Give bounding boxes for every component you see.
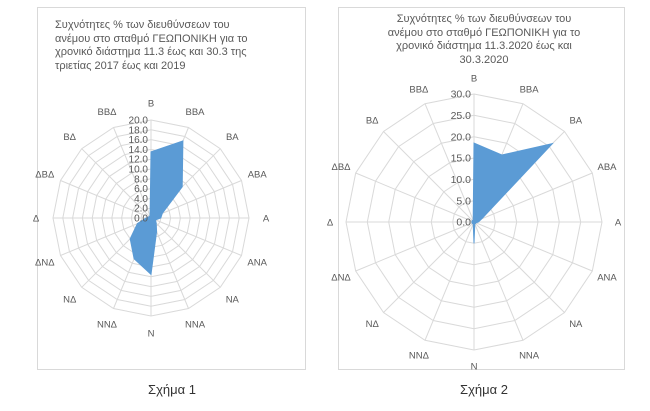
category-label: ΔΝΔ [35,257,55,268]
chart-title-1-line: ανέμου στο σταθμό ΓΕΩΠΟΝΙΚΗ για το [55,32,248,45]
grid-spoke [355,172,475,223]
radial-tick-label: 5.0 [456,195,471,207]
category-label: ΔΒΔ [331,162,351,173]
category-label: Β [471,73,477,84]
category-label: ΒΑ [569,116,582,127]
grid-spoke [424,103,475,223]
category-label: ΝΝΔ [409,350,430,361]
category-label: ΝΔ [366,319,380,330]
grid-spoke [473,172,593,223]
radial-tick-label: 30.0 [451,89,472,101]
grid-spoke [473,221,565,313]
category-label: ΝΑ [569,319,583,330]
radial-tick-label: 2.0 [134,204,148,215]
radial-tick-label: 0.0 [134,214,148,225]
chart-title-2-line: 30.3.2020 [459,53,509,66]
grid-spoke [355,221,475,272]
category-label: ΒΒΔ [97,107,117,118]
category-label: ΒΑ [226,132,239,143]
category-label: ΝΔ [63,295,77,306]
grid-spoke [383,221,475,313]
category-label: ΝΑ [226,295,240,306]
chart-title-2-line: ανέμου στο σταθμό ΓΕΩΠΟΝΙΚΗ για το [387,26,581,39]
grid-spoke [473,221,524,341]
grid-spoke [150,217,189,309]
radial-tick-label: 10.0 [129,165,149,176]
radar-chart-1: 0.02.04.06.08.010.012.014.016.018.020.0 Β… [33,98,270,339]
grid-spoke [60,217,152,256]
chart-title-1-line: τριετίας 2017 έως και 2019 [55,59,186,72]
grid-spoke [113,127,152,219]
category-label: Β [148,98,154,109]
grid-spoke [60,180,152,219]
category-label: ΒΔ [63,132,76,143]
data-series-area [471,142,554,244]
grid-spoke [81,148,152,219]
grid-spoke [424,221,475,341]
category-label: ΒΒΑ [185,107,205,118]
radial-tick-label: 12.0 [129,155,149,166]
grid-spoke [473,221,593,272]
radial-tick-label: 0.0 [456,217,471,229]
category-label: Δ [327,217,334,228]
category-label: ΒΒΔ [409,84,429,95]
category-label: Ν [148,328,155,339]
radial-tick-label: 14.0 [129,145,149,156]
radial-tick-label: 4.0 [134,194,148,205]
data-series-area [129,140,184,276]
category-label: Ν [471,361,478,372]
grid-spoke [383,131,475,223]
radial-tick-label: 20.0 [451,131,472,143]
radial-tick-label: 15.0 [451,153,472,165]
chart-title-2: Συχνότητες % των διευθύνσεων του ανέμου … [359,13,609,67]
category-label: ΔΝΔ [331,272,351,283]
chart-title-1-line: χρονικό διάστημα 11.3 έως και 30.3 της [55,46,247,59]
chart-title-2-line: Συχνότητες % των διευθύνσεων του [396,13,572,25]
category-label: Α [615,217,622,228]
category-label: Δ [33,213,40,224]
chart-title-1-line: Συχνότητες % των διευθύνσεων του [55,19,230,31]
category-label: ΒΒΑ [520,84,540,95]
category-label: ΔΒΔ [35,169,55,180]
category-label: ΝΝΑ [185,320,206,331]
category-label: ΑΒΑ [597,162,617,173]
grid-spoke [150,180,242,219]
category-label: ΑΒΑ [248,169,268,180]
category-label: ΒΔ [366,116,379,127]
figure-caption-1: Σχήμα 1 [148,382,196,397]
grid-spoke [150,217,242,256]
radial-tick-label: 10.0 [451,174,472,186]
radial-tick-label: 18.0 [129,125,149,136]
category-label: ΝΝΔ [97,320,118,331]
category-label: ΑΝΑ [247,257,267,268]
chart-title-2-line: χρονικό διάστημα 11.3.2020 έως και [396,40,572,53]
category-label: ΝΝΑ [519,350,540,361]
chart-panel-2: Συχνότητες % των διευθύνσεων του ανέμου … [327,7,625,372]
radial-tick-label: 16.0 [129,135,149,146]
radial-tick-label: 8.0 [134,174,148,185]
chart-title-1: Συχνότητες % των διευθύνσεων του ανέμου … [55,19,295,73]
grid-spoke [150,217,221,288]
radial-tick-label: 6.0 [134,184,148,195]
radial-tick-label: 20.0 [129,116,149,127]
category-label: Α [263,213,270,224]
figure-caption-2: Σχήμα 2 [460,382,508,397]
chart-panel-1: Συχνότητες % των διευθύνσεων του ανέμου … [33,7,306,370]
radial-tick-label: 25.0 [451,110,472,122]
radar-chart-2: 0.0 5.0 10.0 15.0 20.0 25.0 30.0 Β ΒΒΑ ΒΑ ΑΒΑ Α ΑΝΑ Ν… [327,73,622,372]
category-label: ΑΝΑ [597,272,617,283]
